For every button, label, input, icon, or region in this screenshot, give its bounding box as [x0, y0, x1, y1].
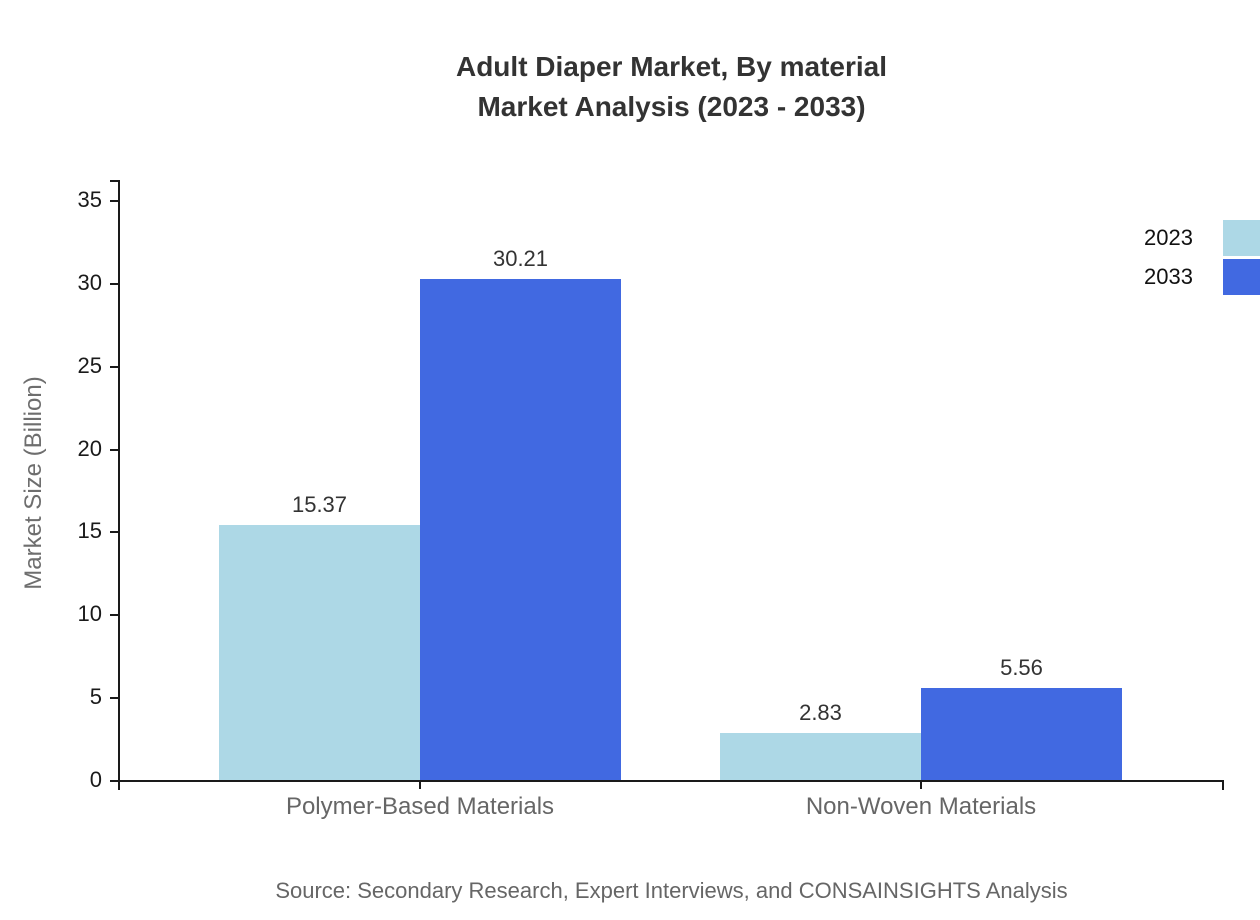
legend-label: 2023	[1144, 225, 1193, 250]
legend-label: 2033	[1144, 264, 1193, 289]
x-axis-right-cap	[1222, 780, 1224, 790]
y-axis-tick	[110, 366, 118, 368]
chart-title-line2: Market Analysis (2023 - 2033)	[477, 91, 866, 122]
bar-value-label: 15.37	[291, 492, 348, 517]
bar-2023-0	[219, 525, 420, 780]
y-axis-tick	[110, 200, 118, 202]
y-axis-top-cap	[110, 180, 118, 182]
y-axis-tick-label: 30	[77, 270, 102, 295]
y-axis-tick-label: 0	[89, 767, 102, 792]
bar-value-label: 5.56	[1000, 655, 1043, 680]
chart-title: Adult Diaper Market, By material Market …	[120, 47, 1223, 127]
y-axis-tick	[110, 449, 118, 451]
y-axis-tick	[110, 697, 118, 699]
y-axis-line	[118, 180, 120, 790]
legend-swatch	[1223, 259, 1260, 295]
y-axis-tick	[110, 283, 118, 285]
bar-value-label: 2.83	[799, 700, 842, 725]
x-axis-line	[118, 780, 1224, 782]
y-axis-tick-label: 35	[77, 187, 102, 212]
source-note: Source: Secondary Research, Expert Inter…	[275, 878, 1068, 903]
legend-swatch	[1223, 220, 1260, 256]
bar-value-label: 30.21	[492, 246, 549, 271]
y-axis-tick	[110, 780, 118, 782]
y-axis-tick-label: 10	[77, 601, 102, 626]
bar-2023-1	[720, 733, 921, 780]
y-axis-tick	[110, 531, 118, 533]
legend-item-2023[interactable]: 2023	[1144, 220, 1260, 256]
chart-title-line1: Adult Diaper Market, By material	[455, 51, 888, 82]
bar-2033-1	[921, 688, 1122, 780]
bar-2033-0	[420, 279, 621, 780]
x-axis-category-label: Non-Woven Materials	[805, 793, 1037, 820]
legend: 2023 2033	[1144, 220, 1260, 298]
x-axis-category-label: Polymer-Based Materials	[285, 793, 555, 820]
y-axis-tick-label: 25	[77, 353, 102, 378]
x-axis-tick	[419, 780, 421, 789]
x-axis-tick	[920, 780, 922, 789]
y-axis-tick-label: 5	[89, 684, 102, 709]
y-axis-tick	[110, 614, 118, 616]
y-axis-tick-label: 15	[77, 518, 102, 543]
y-axis-tick-label: 20	[77, 436, 102, 461]
legend-item-2033[interactable]: 2033	[1144, 259, 1260, 295]
